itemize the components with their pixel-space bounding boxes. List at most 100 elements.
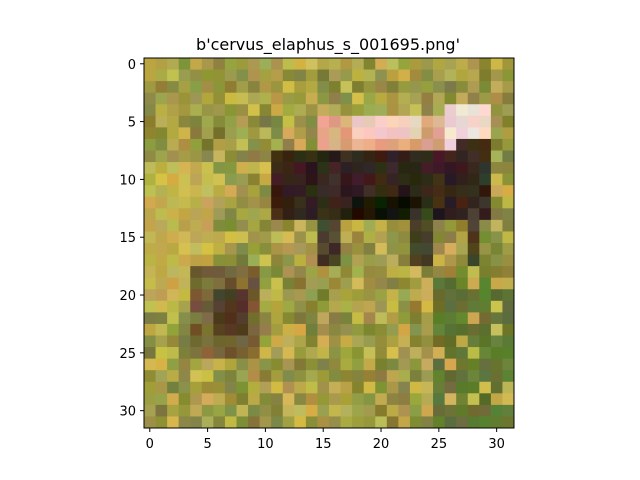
pixel — [224, 254, 237, 267]
pixel — [282, 335, 295, 348]
pixel — [167, 358, 180, 371]
pixel — [467, 69, 480, 82]
pixel — [329, 277, 341, 290]
pixel — [144, 335, 156, 348]
pixel — [433, 289, 446, 302]
pixel — [155, 185, 168, 198]
y-tick-label: 20 — [119, 289, 136, 304]
pixel — [467, 150, 480, 163]
pixel — [248, 393, 261, 406]
pixel — [236, 81, 249, 94]
pixel — [294, 404, 307, 417]
pixel — [317, 104, 330, 117]
pixel — [444, 173, 457, 186]
pixel — [178, 266, 191, 279]
pixel — [398, 115, 411, 128]
pixel — [409, 416, 422, 429]
pixel — [409, 81, 422, 94]
pixel — [502, 312, 515, 325]
pixel — [224, 312, 237, 325]
pixel — [479, 416, 492, 429]
pixel — [340, 289, 353, 302]
x-tick-label: 25 — [431, 437, 448, 452]
pixel — [386, 300, 399, 313]
pixel — [352, 58, 365, 70]
pixel — [433, 104, 446, 117]
pixel — [329, 358, 341, 371]
pixel — [479, 381, 492, 394]
pixel — [282, 115, 295, 128]
pixel — [248, 92, 261, 105]
pixel — [479, 69, 492, 82]
pixel — [467, 162, 480, 175]
pixel — [375, 231, 388, 244]
pixel — [282, 162, 295, 175]
pixel — [479, 370, 492, 383]
pixel — [375, 416, 388, 429]
pixel — [444, 370, 457, 383]
pixel — [352, 104, 365, 117]
pixel — [224, 381, 237, 394]
pixel — [190, 393, 203, 406]
pixel — [352, 115, 365, 128]
pixel — [444, 404, 457, 417]
pixel — [340, 196, 353, 209]
pixel — [259, 138, 272, 151]
pixel — [236, 300, 249, 313]
pixel — [155, 127, 168, 140]
pixel — [375, 173, 388, 186]
pixel — [305, 347, 318, 360]
pixel — [340, 150, 353, 163]
pixel — [398, 231, 411, 244]
pixel — [305, 300, 318, 313]
pixel — [305, 243, 318, 255]
pixel — [155, 81, 168, 94]
pixel — [398, 266, 411, 279]
pixel — [352, 173, 365, 186]
pixel — [433, 162, 446, 175]
pixel — [271, 254, 284, 267]
y-tick-label: 0 — [128, 58, 136, 73]
pixel — [236, 219, 249, 232]
x-axis-ticks: 0 5 10 15 20 25 30 — [146, 428, 505, 452]
pixel — [248, 173, 261, 186]
pixel — [167, 219, 180, 232]
pixel — [479, 335, 492, 348]
pixel — [190, 335, 203, 348]
pixel — [444, 208, 457, 221]
pixel — [248, 277, 261, 290]
pixel — [456, 104, 469, 117]
pixel — [329, 243, 341, 255]
pixel — [259, 115, 272, 128]
pixel — [421, 58, 434, 70]
pixel — [490, 58, 503, 70]
pixel — [329, 312, 341, 325]
pixel — [248, 416, 261, 429]
pixel — [248, 381, 261, 394]
pixel — [155, 266, 168, 279]
pixel — [421, 115, 434, 128]
pixel — [190, 404, 203, 417]
pixel — [490, 231, 503, 244]
pixel — [305, 127, 318, 140]
pixel — [271, 266, 284, 279]
pixel — [490, 69, 503, 82]
pixel — [294, 300, 307, 313]
pixel — [259, 185, 272, 198]
pixel — [236, 173, 249, 186]
pixel — [421, 127, 434, 140]
pixel — [236, 393, 249, 406]
pixel — [155, 277, 168, 290]
pixel — [305, 335, 318, 348]
pixel — [490, 358, 503, 371]
pixel — [155, 289, 168, 302]
pixel — [144, 92, 156, 105]
pixel — [329, 81, 341, 94]
y-tick-label: 25 — [119, 347, 136, 362]
pixel — [224, 58, 237, 70]
x-tick-label: 15 — [315, 437, 332, 452]
pixel — [502, 69, 515, 82]
pixel — [178, 243, 191, 255]
pixel — [271, 335, 284, 348]
pixel — [502, 127, 515, 140]
